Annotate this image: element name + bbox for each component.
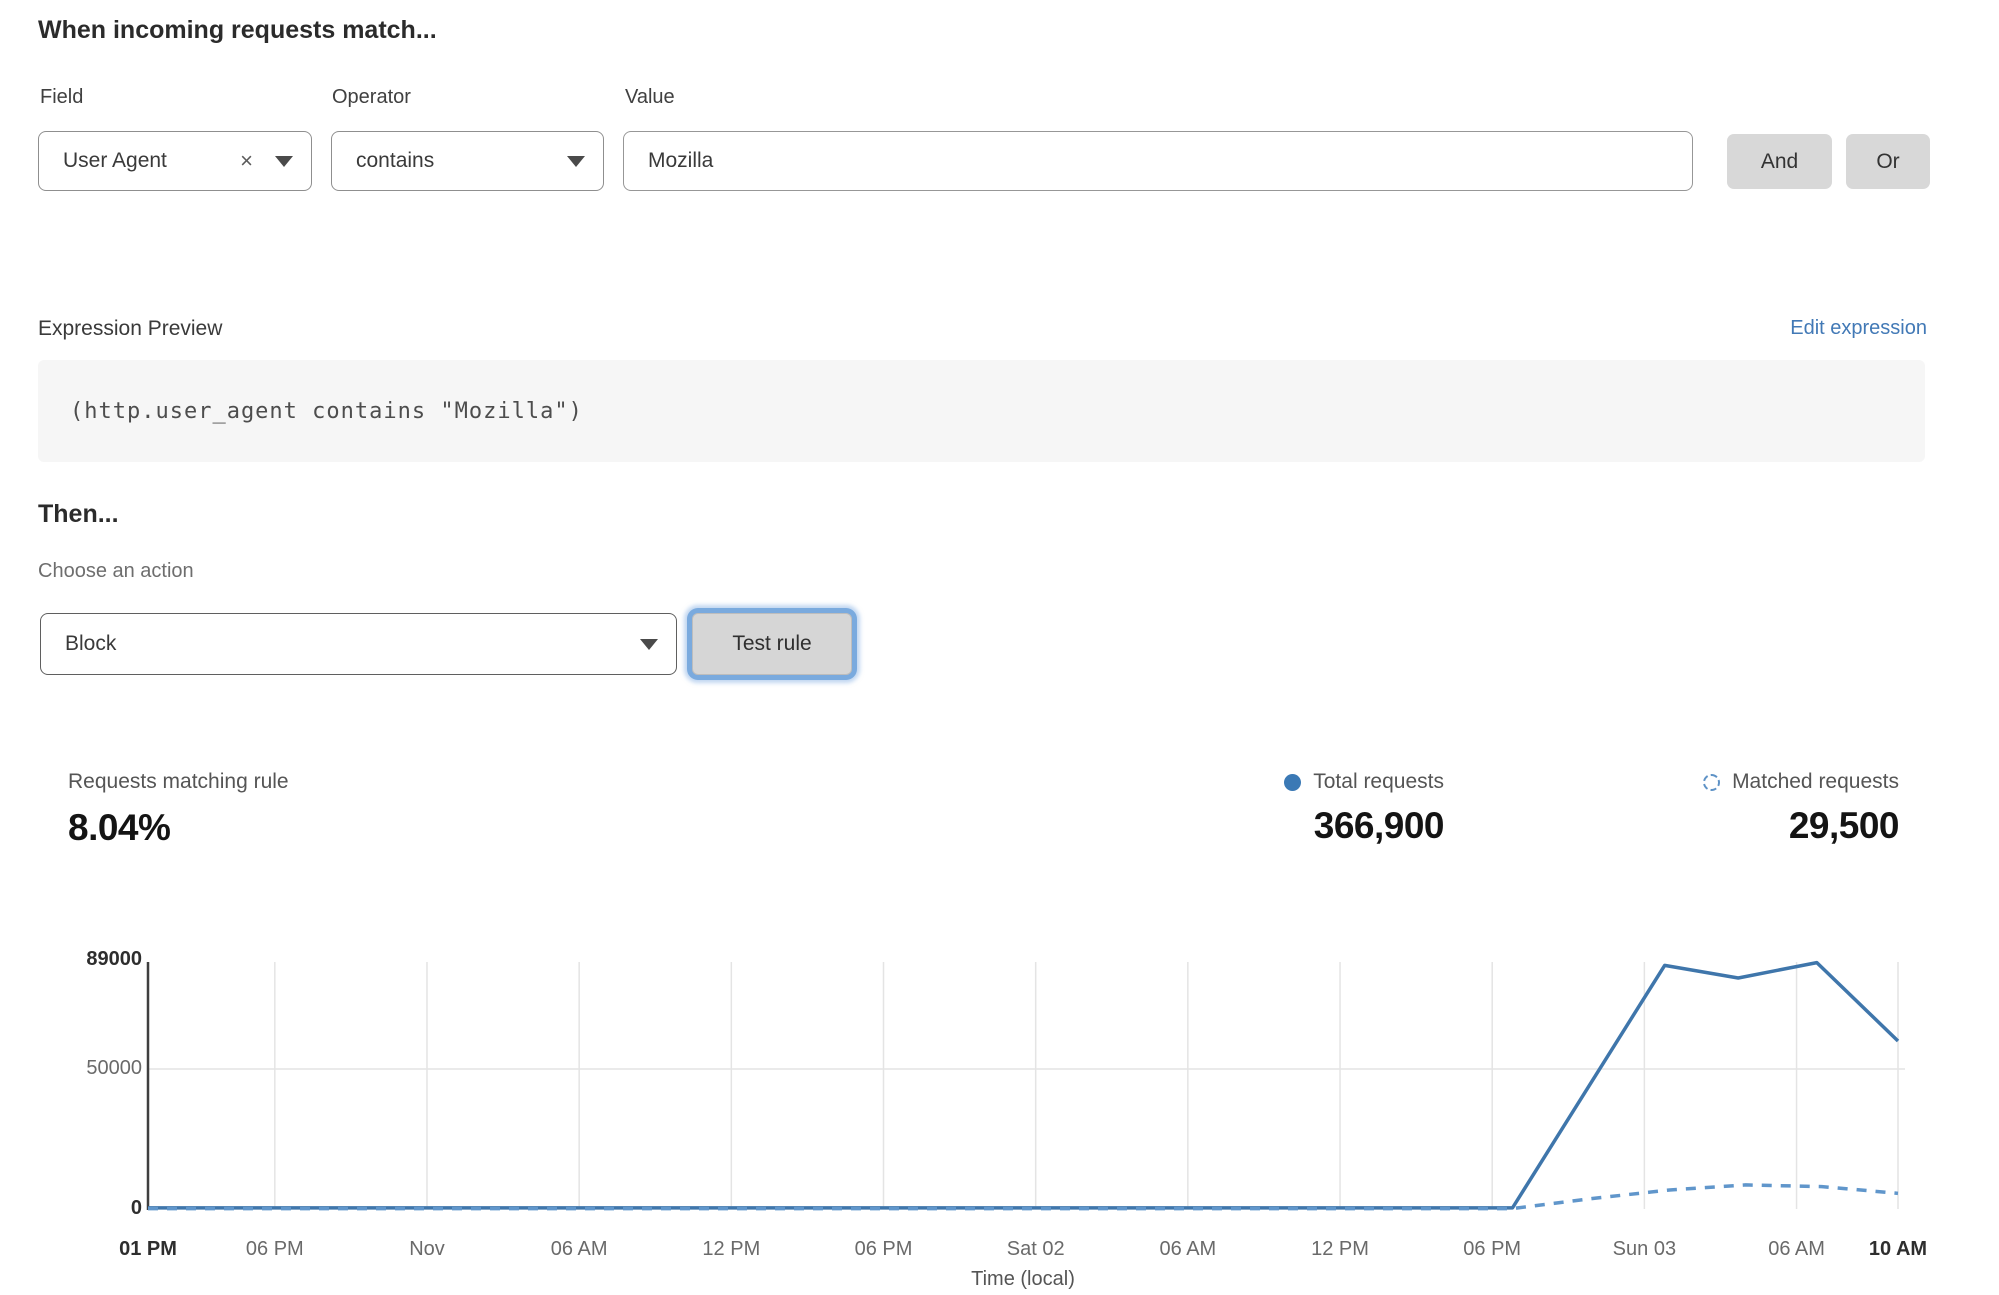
x-tick-label: 12 PM xyxy=(702,1238,761,1260)
solid-dot-legend-icon xyxy=(1284,773,1302,791)
x-tick-label: 06 AM xyxy=(550,1238,608,1260)
total-requests-value: 366,900 xyxy=(1313,805,1445,846)
page-title: When incoming requests match... xyxy=(38,16,437,44)
x-tick-label: 06 PM xyxy=(245,1238,304,1260)
total-requests-label: Total requests xyxy=(1313,770,1444,793)
value-input[interactable] xyxy=(623,131,1693,191)
chevron-down-icon xyxy=(640,638,658,650)
dashed-circle-legend-icon xyxy=(1703,773,1721,791)
x-tick-label: 06 PM xyxy=(1463,1238,1522,1260)
expression-code: (http.user_agent contains "Mozilla") xyxy=(70,398,583,424)
series-dashed-line xyxy=(148,1183,1899,1211)
requests-matching-value: 8.04% xyxy=(68,807,171,848)
matched-requests-stat: Matched requests 29,500 xyxy=(1703,770,1899,847)
chevron-down-icon xyxy=(275,155,293,167)
matched-requests-label: Matched requests xyxy=(1732,770,1899,793)
y-tick-label: 50000 xyxy=(86,1057,142,1079)
x-tick-label: 12 PM xyxy=(1311,1238,1369,1260)
value-label: Value xyxy=(625,86,675,108)
x-tick-label: 10 AM xyxy=(1868,1238,1928,1260)
and-button[interactable]: And xyxy=(1727,134,1832,189)
x-tick-label: 06 AM xyxy=(1768,1238,1825,1260)
field-select[interactable]: User Agent × xyxy=(38,131,312,191)
operator-select[interactable]: contains xyxy=(331,131,604,191)
expression-preview-label: Expression Preview xyxy=(38,317,223,340)
x-tick-label: Sun 03 xyxy=(1612,1238,1677,1260)
x-tick-label: 01 PM xyxy=(119,1238,177,1260)
x-tick-label: Nov xyxy=(409,1238,445,1260)
field-label: Field xyxy=(40,86,84,108)
test-rule-button[interactable]: Test rule xyxy=(692,613,852,675)
field-select-value: User Agent xyxy=(63,149,167,172)
action-select-value: Block xyxy=(65,632,117,655)
matched-requests-value: 29,500 xyxy=(1788,805,1900,846)
x-tick-label: 06 AM xyxy=(1159,1238,1217,1260)
operator-select-value: contains xyxy=(356,149,435,172)
then-heading: Then... xyxy=(38,500,119,528)
y-tick-label: 89000 xyxy=(86,947,142,970)
action-select[interactable]: Block xyxy=(40,613,677,675)
chart-canvas xyxy=(146,960,1905,1211)
x-tick-label: 06 PM xyxy=(854,1238,913,1260)
operator-label: Operator xyxy=(332,86,411,108)
series-solid-line xyxy=(148,960,1900,1210)
y-tick-label: 0 xyxy=(130,1197,142,1219)
clear-field-icon[interactable]: × xyxy=(240,148,253,173)
x-tick-label: Sat 02 xyxy=(1006,1238,1065,1260)
matched-requests-legend[interactable]: Matched requests xyxy=(1703,770,1899,794)
requests-matching-label: Requests matching rule xyxy=(68,770,289,793)
total-requests-legend[interactable]: Total requests xyxy=(1284,770,1444,794)
requests-matching-stat: Requests matching rule 8.04% xyxy=(68,770,289,849)
chevron-down-icon xyxy=(567,155,585,167)
total-requests-stat: Total requests 366,900 xyxy=(1284,770,1444,847)
choose-action-label: Choose an action xyxy=(38,560,194,582)
edit-expression-link[interactable]: Edit expression xyxy=(1790,317,1927,339)
x-axis-title: Time (local) xyxy=(971,1268,1075,1290)
or-button[interactable]: Or xyxy=(1846,134,1930,189)
expression-code-block: (http.user_agent contains "Mozilla") xyxy=(38,360,1925,462)
